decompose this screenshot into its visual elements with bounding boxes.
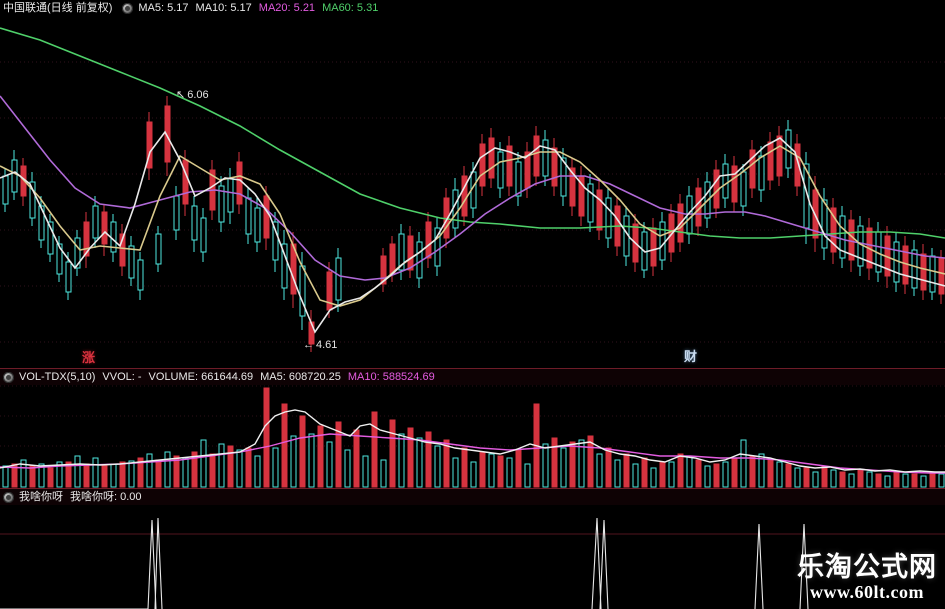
- oscillator-chart-panel[interactable]: 我啥你呀 我啥你呀: 0.00: [0, 488, 945, 609]
- ma60-readout: MA60: 5.31: [322, 2, 379, 14]
- oscillator-line: [0, 517, 809, 609]
- price-chart-panel[interactable]: 中国联通(日线 前复权) MA5: 5.17 MA10: 5.17 MA20: …: [0, 0, 945, 368]
- price-plot-svg: [0, 27, 945, 352]
- gear-icon[interactable]: [3, 371, 14, 383]
- ma5-readout: MA5: 5.17: [138, 2, 189, 14]
- volume-plot-svg: [0, 368, 945, 488]
- volume-panel-header: VOL-TDX(5,10) VVOL: - VOLUME: 661644.69 …: [0, 368, 945, 385]
- oscillator-indicator-title[interactable]: 我啥你呀: [19, 491, 63, 503]
- ma10-line: [0, 145, 945, 307]
- high-price-value: 6.06: [187, 89, 209, 101]
- ma5-line: [0, 130, 945, 334]
- volume-readout: VOLUME: 661644.69: [148, 371, 254, 383]
- low-arrow-icon: ←: [303, 339, 314, 351]
- oscillator-panel-header: 我啥你呀 我啥你呀: 0.00: [0, 488, 945, 505]
- volume-indicator-title[interactable]: VOL-TDX(5,10): [19, 371, 96, 383]
- oscillator-plot-svg: [0, 488, 945, 609]
- volume-chart-panel[interactable]: VOL-TDX(5,10) VVOL: - VOLUME: 661644.69 …: [0, 368, 945, 488]
- volume-ma10-line: [0, 433, 945, 474]
- high-price-label: ↖ 6.06: [176, 88, 209, 101]
- volume-ma10-readout: MA10: 588524.69: [347, 371, 435, 383]
- high-arrow-icon: ↖: [176, 89, 186, 101]
- oscillator-plot-area[interactable]: [0, 488, 945, 609]
- oscillator-value-readout: 我啥你呀: 0.00: [70, 491, 142, 503]
- price-panel-header: 中国联通(日线 前复权) MA5: 5.17 MA10: 5.17 MA20: …: [0, 0, 945, 16]
- ma10-readout: MA10: 5.17: [195, 2, 252, 14]
- volume-ma5-readout: MA5: 608720.25: [260, 371, 341, 383]
- ma60-line: [0, 27, 945, 239]
- gear-icon[interactable]: [3, 491, 14, 503]
- ma20-line: [0, 95, 945, 281]
- vvol-readout: VVOL: -: [102, 371, 142, 383]
- signal-marker-left: 涨: [82, 351, 96, 366]
- ma20-readout: MA20: 5.21: [258, 2, 316, 14]
- signal-marker-right: 财: [684, 350, 698, 365]
- volume-ma5-line: [0, 409, 945, 473]
- symbol-title[interactable]: 中国联通(日线 前复权): [3, 2, 113, 14]
- low-price-label: ← 4.61: [303, 339, 337, 351]
- gear-icon[interactable]: [122, 2, 134, 14]
- price-plot-area[interactable]: [0, 0, 945, 368]
- low-price-value: 4.61: [316, 339, 338, 351]
- volume-plot-area[interactable]: [0, 368, 945, 488]
- volume-grid: [0, 385, 945, 447]
